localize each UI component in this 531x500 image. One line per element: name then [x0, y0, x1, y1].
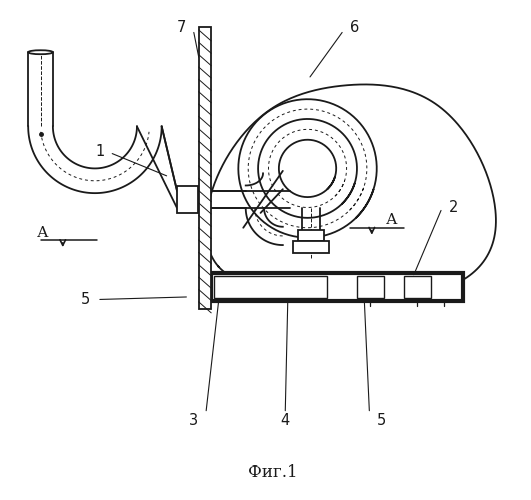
Text: 5: 5 — [80, 292, 90, 307]
Bar — [177, 186, 198, 213]
Bar — [211, 274, 463, 300]
Text: А: А — [37, 226, 49, 239]
Bar — [199, 28, 211, 310]
Text: 5: 5 — [377, 413, 387, 428]
Bar — [357, 276, 384, 298]
Text: 3: 3 — [189, 413, 199, 428]
Text: 7: 7 — [177, 20, 186, 35]
Text: 2: 2 — [449, 200, 458, 216]
Text: 4: 4 — [281, 413, 290, 428]
Text: Фиг.1: Фиг.1 — [248, 464, 298, 481]
Bar — [213, 276, 327, 298]
Text: 6: 6 — [350, 20, 359, 35]
Bar — [298, 230, 324, 241]
Bar — [404, 276, 431, 298]
Text: А: А — [386, 214, 397, 228]
Ellipse shape — [28, 50, 53, 54]
Bar — [293, 242, 329, 252]
Text: 1: 1 — [95, 144, 105, 158]
